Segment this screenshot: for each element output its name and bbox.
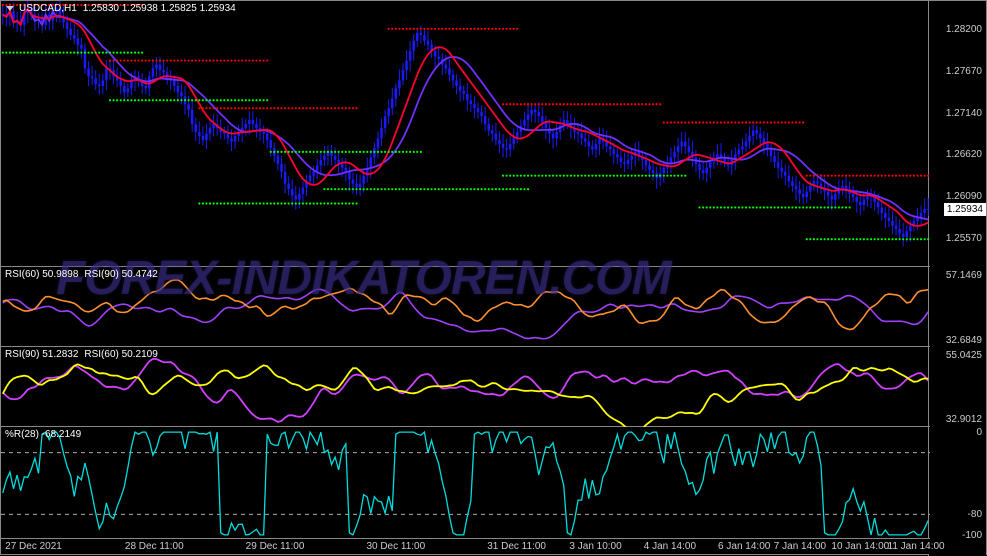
x-tick-label: 28 Dec 11:00 (125, 541, 184, 552)
x-tick-label: 29 Dec 11:00 (246, 541, 305, 552)
y-tick-label: 1.27140 (946, 108, 982, 119)
panel-price[interactable]: USDCAD,H11.25830 1.25938 1.25825 1.25934 (1, 1, 930, 267)
y-tick-label: -80 (968, 509, 982, 520)
x-tick-label: 6 Jan 14:00 (718, 541, 770, 552)
y-axis: 1.28200 1.27670 1.27140 1.26620 1.26090 1.255… (928, 1, 986, 556)
y-tick-label: 32.6849 (946, 335, 982, 346)
x-tick-label: 11 Jan 14:00 (888, 541, 945, 552)
trading-chart[interactable]: 1.28200 1.27670 1.27140 1.26620 1.26090 1.255… (0, 0, 987, 555)
x-axis: 27 Dec 2021 28 Dec 11:00 29 Dec 11:00 30 De… (1, 538, 930, 554)
y-tick-label: 1.25570 (946, 233, 982, 244)
y-tick-label: 1.28200 (946, 24, 982, 35)
symbol-label: USDCAD,H11.25830 1.25938 1.25825 1.25934 (19, 3, 242, 14)
x-tick-label: 10 Jan 14:00 (831, 541, 889, 552)
rsi2-label: RSI(90) 51.2832RSI(60) 50.2109 (5, 349, 164, 360)
x-tick-label: 27 Dec 2021 (5, 541, 62, 552)
panel-rsi1[interactable]: RSI(60) 50.9898RSI(90) 50.4742 (1, 267, 930, 347)
y-tick-label: 55.0425 (946, 350, 982, 361)
x-tick-label: 3 Jan 10:00 (569, 541, 621, 552)
y-tick-label: 0 (976, 427, 982, 438)
y-tick-label: 1.27670 (946, 66, 982, 77)
x-tick-label: 30 Dec 11:00 (366, 541, 425, 552)
y-tick-label: 1.26090 (946, 191, 982, 202)
y-tick-label: 1.26620 (946, 149, 982, 160)
panel-rsi2[interactable]: RSI(90) 51.2832RSI(60) 50.2109 (1, 347, 930, 427)
y-tick-label: 57.1469 (946, 270, 982, 281)
panel-wpr[interactable]: %R(28) -68.2149 (1, 427, 930, 540)
x-tick-label: 7 Jan 14:00 (774, 541, 826, 552)
x-tick-label: 31 Dec 11:00 (487, 541, 546, 552)
x-tick-label: 4 Jan 14:00 (644, 541, 696, 552)
y-tick-label: -100 (962, 530, 982, 541)
current-price-tag: 1.25934 (944, 203, 986, 216)
rsi1-label: RSI(60) 50.9898RSI(90) 50.4742 (5, 269, 164, 280)
y-tick-label: 32.9012 (946, 414, 982, 425)
wpr-label: %R(28) -68.2149 (5, 429, 87, 440)
